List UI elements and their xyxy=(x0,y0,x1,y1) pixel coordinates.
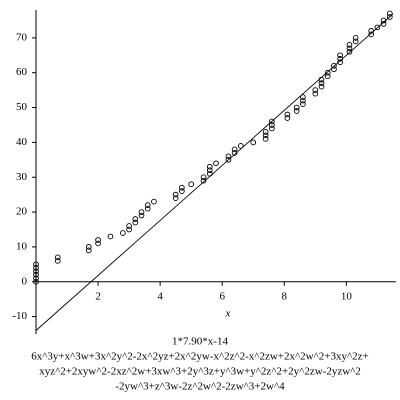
point xyxy=(284,115,291,121)
point xyxy=(312,90,319,97)
point xyxy=(132,219,139,226)
point xyxy=(324,69,331,76)
x-tick-label: 6 xyxy=(219,290,225,302)
point xyxy=(132,216,139,222)
caption: 6x^3y+x^3w+3x^2y^2-2x^2yz+2x^2yw-x^2z^2-… xyxy=(31,351,368,363)
point xyxy=(269,122,275,128)
point xyxy=(85,247,92,254)
point xyxy=(206,163,213,170)
caption: xyz^2+2xyw^2-2xz^2w+3xw^3+2y^3z+y^3w+y^2… xyxy=(39,366,361,378)
point xyxy=(269,118,275,125)
point xyxy=(33,268,39,275)
x-tick-label: 4 xyxy=(157,290,163,302)
point xyxy=(188,181,195,188)
point xyxy=(144,205,151,212)
point xyxy=(346,41,353,48)
point xyxy=(352,38,359,45)
point xyxy=(284,111,291,118)
point xyxy=(33,264,39,271)
point xyxy=(206,167,213,174)
point xyxy=(138,209,145,215)
point xyxy=(324,73,331,80)
point xyxy=(33,261,39,268)
point xyxy=(386,14,393,20)
point xyxy=(368,28,375,34)
point xyxy=(33,278,39,285)
y-tick-label: -10 xyxy=(12,310,27,322)
y-tick-label: 40 xyxy=(16,136,28,148)
point xyxy=(151,198,157,205)
point xyxy=(368,31,375,38)
point xyxy=(200,177,207,184)
point xyxy=(293,104,300,111)
point xyxy=(33,271,39,278)
point xyxy=(262,129,269,135)
point xyxy=(312,87,319,93)
point xyxy=(337,52,343,59)
x-tick-label: 10 xyxy=(341,290,353,302)
point xyxy=(386,10,393,17)
point xyxy=(120,230,126,236)
y-tick-label: 20 xyxy=(16,206,28,218)
y-tick-label: 70 xyxy=(16,31,28,43)
x-tick-label: 8 xyxy=(282,290,288,302)
point xyxy=(346,48,353,55)
y-tick-label: 60 xyxy=(16,66,28,78)
point xyxy=(95,237,101,243)
caption: -2yw^3+z^3w-2z^2w^2-2zw^3+2w^4 xyxy=(115,381,285,393)
point xyxy=(337,59,343,66)
point xyxy=(250,139,257,146)
y-tick-label: 10 xyxy=(16,240,28,252)
point xyxy=(300,97,306,104)
point xyxy=(318,83,325,90)
point xyxy=(231,146,238,153)
point xyxy=(225,156,232,163)
point xyxy=(85,244,92,250)
y-tick-label: 0 xyxy=(22,275,28,287)
point xyxy=(54,257,61,264)
point xyxy=(126,226,132,233)
point xyxy=(200,174,207,181)
point xyxy=(318,80,325,87)
point xyxy=(318,76,325,83)
y-tick-label: 30 xyxy=(16,171,28,183)
point xyxy=(144,202,151,208)
point xyxy=(225,153,232,160)
point xyxy=(352,35,359,41)
point xyxy=(213,160,219,167)
point xyxy=(300,101,306,107)
point xyxy=(33,275,39,282)
point xyxy=(262,136,269,142)
point xyxy=(54,254,61,261)
point xyxy=(331,62,337,69)
point xyxy=(172,195,179,201)
point xyxy=(179,188,185,195)
x-tick-label: 2 xyxy=(95,290,101,302)
point xyxy=(172,191,179,198)
point xyxy=(374,24,381,31)
point xyxy=(262,132,269,139)
point xyxy=(107,233,114,240)
point xyxy=(95,240,101,247)
point xyxy=(293,108,300,114)
x-axis-label: x xyxy=(225,307,231,319)
caption: 1*7.90*x-14 xyxy=(172,336,228,348)
y-tick-label: 50 xyxy=(16,101,28,113)
point xyxy=(269,125,275,132)
point xyxy=(300,94,306,100)
point xyxy=(138,212,145,219)
point xyxy=(179,184,185,191)
point xyxy=(126,223,132,229)
point xyxy=(346,45,353,52)
fit-line xyxy=(35,13,394,331)
